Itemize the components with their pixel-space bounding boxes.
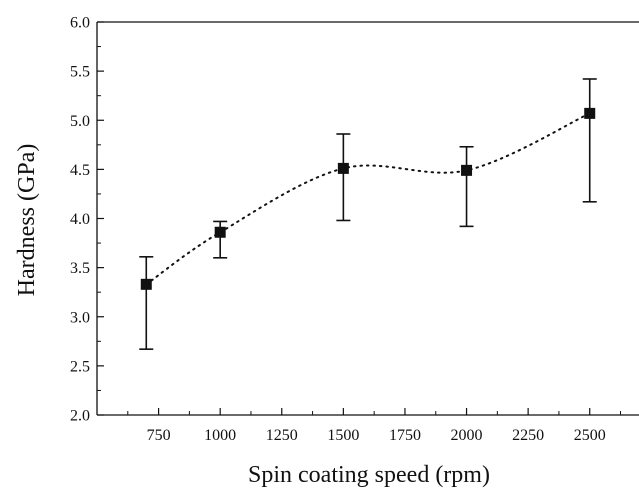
x-tick-label: 1000 [204,427,236,444]
y-tick-label: 5.5 [70,64,90,81]
y-tick-label: 2.0 [70,408,90,425]
x-axis-ticks: 750 1000 1250 1500 1750 2000 2250 2500 [127,408,622,444]
trend-line [145,112,591,286]
y-axis-ticks: 2.0 2.5 3.0 3.5 4.0 4.5 5.0 5.5 6.0 [70,15,104,425]
y-tick-label: 4.0 [70,211,90,228]
trend-line-path [145,112,591,286]
y-axis-title: Hardness (GPa) [14,144,40,297]
data-point [461,164,473,176]
y-tick-label: 5.0 [70,113,90,130]
data-point [337,162,349,174]
plot-frame [96,21,639,416]
data-point [140,278,152,290]
y-tick-label: 6.0 [70,15,90,32]
y-tick-label: 3.0 [70,309,90,326]
y-tick-label: 2.5 [70,358,90,375]
data-point [584,107,596,119]
data-points [140,107,596,290]
x-tick-label: 2000 [451,427,483,444]
x-axis-title: Spin coating speed (rpm) [248,462,490,488]
x-tick-label: 1250 [266,427,298,444]
x-tick-label: 2500 [574,427,606,444]
y-tick-label: 3.5 [70,260,90,277]
x-tick-label: 750 [147,427,171,444]
y-tick-label: 4.5 [70,162,90,179]
x-tick-label: 1750 [389,427,421,444]
error-bars [139,78,597,350]
x-tick-label: 2250 [512,427,544,444]
x-tick-label: 1500 [327,427,359,444]
data-point [214,226,226,238]
